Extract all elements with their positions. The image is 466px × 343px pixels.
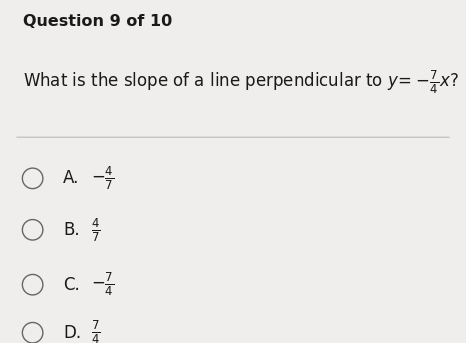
Text: What is the slope of a line perpendicular to $y\!=\!-\!\frac{7}{4}x$?: What is the slope of a line perpendicula…	[23, 69, 459, 96]
Text: D.: D.	[63, 324, 81, 342]
Text: Question 9 of 10: Question 9 of 10	[23, 14, 172, 29]
Text: C.: C.	[63, 276, 80, 294]
Text: B.: B.	[63, 221, 80, 239]
Text: $-\frac{4}{7}$: $-\frac{4}{7}$	[91, 165, 114, 192]
Text: A.: A.	[63, 169, 79, 187]
Text: $-\frac{7}{4}$: $-\frac{7}{4}$	[91, 271, 114, 298]
Text: $\frac{7}{4}$: $\frac{7}{4}$	[91, 319, 100, 343]
Text: $\frac{4}{7}$: $\frac{4}{7}$	[91, 216, 100, 244]
